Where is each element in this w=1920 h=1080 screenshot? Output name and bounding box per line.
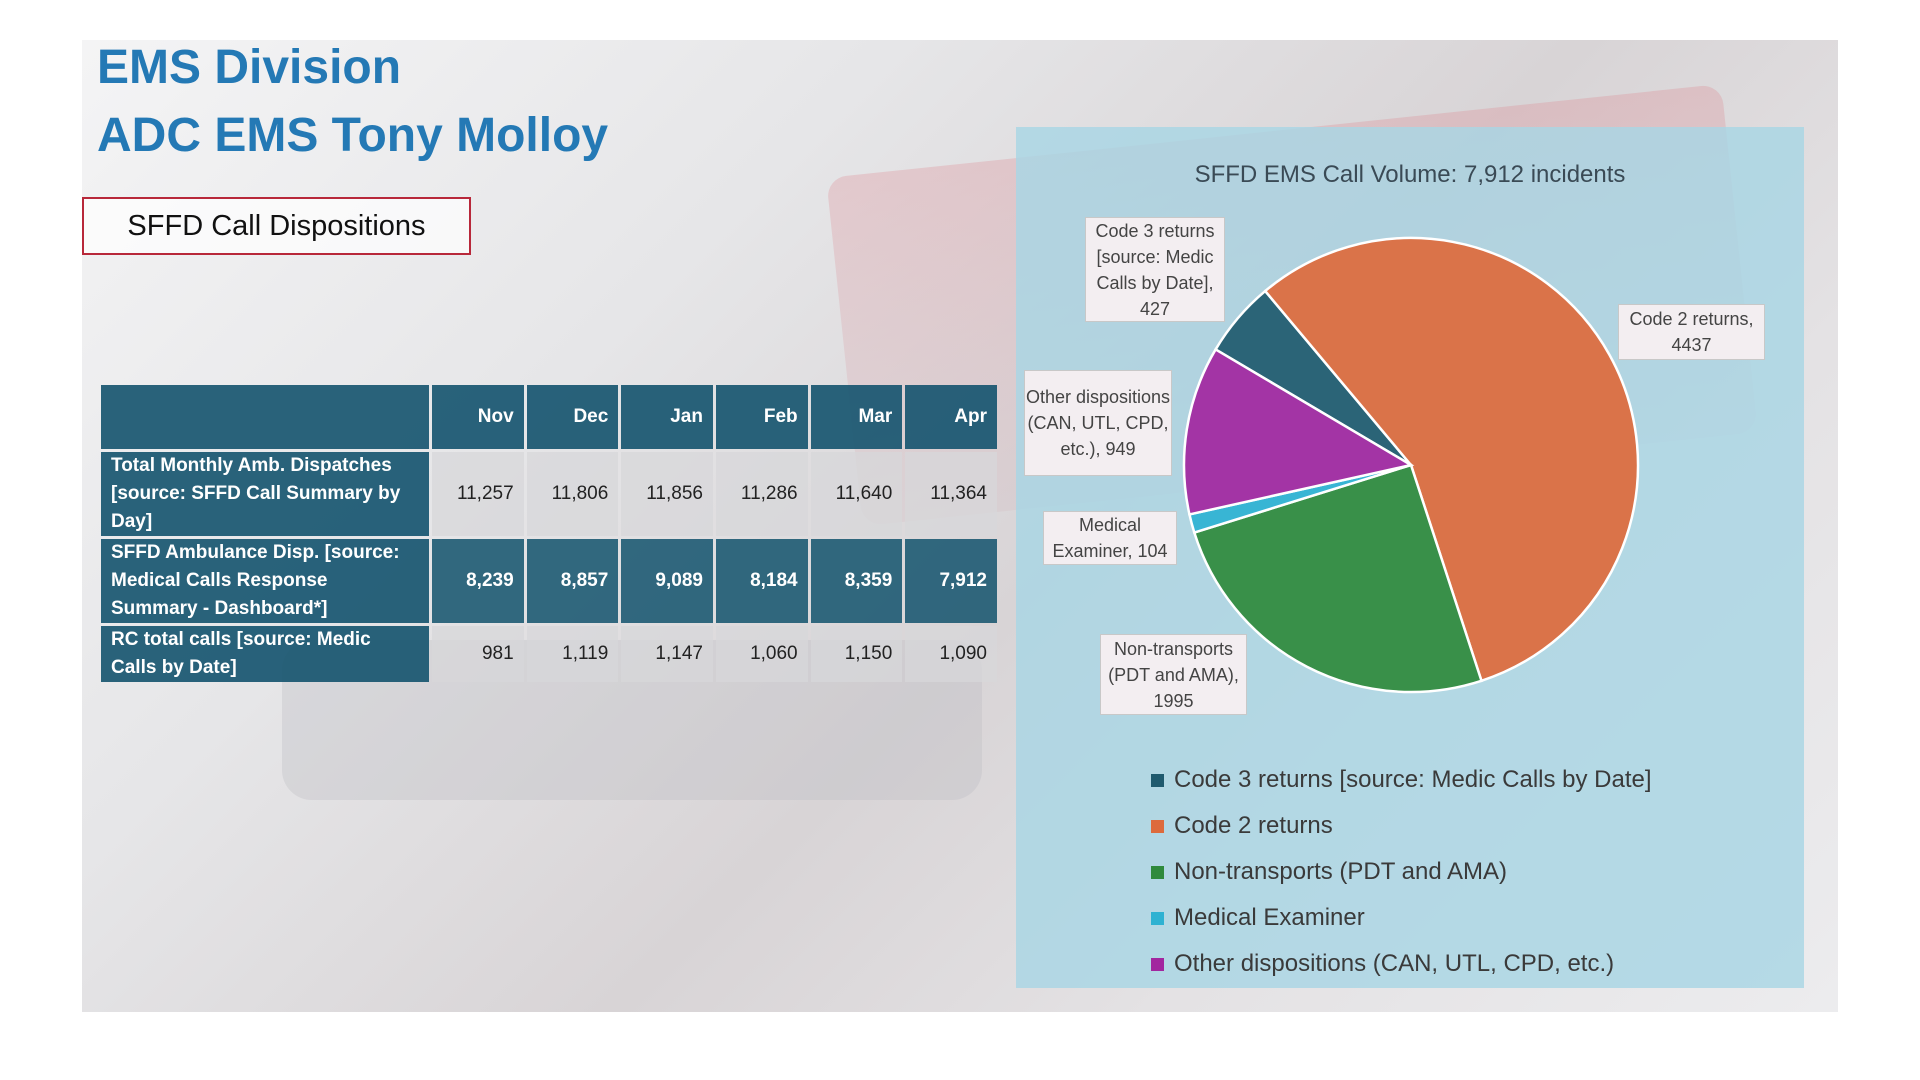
row-label: Total Monthly Amb. Dispatches [source: S… [101, 452, 429, 536]
legend-label: Other dispositions (CAN, UTL, CPD, etc.) [1174, 950, 1615, 977]
legend-swatch [1151, 773, 1164, 787]
table-cell: 11,806 [526, 452, 619, 536]
legend-swatch [1151, 911, 1164, 925]
row-label: SFFD Ambulance Disp. [source: Medical Ca… [101, 539, 429, 623]
data-label-code2: Code 2 returns, 4437 [1618, 304, 1765, 360]
column-header: Apr [905, 385, 997, 449]
column-header [101, 385, 429, 449]
legend-label: Code 3 returns [source: Medic Calls by D… [1174, 766, 1652, 793]
column-header: Nov [432, 385, 524, 449]
row-label: RC total calls [source: Medic Calls by D… [101, 626, 429, 682]
legend-item: Non-transports (PDT and AMA) [1151, 849, 1652, 895]
table-cell: 1,119 [526, 626, 619, 682]
table-cell: 981 [432, 626, 524, 682]
legend-swatch [1151, 819, 1164, 833]
pie-chart [1182, 236, 1640, 694]
data-label-non-transports: Non-transports (PDT and AMA), 1995 [1100, 634, 1247, 715]
table-cell: 1,147 [621, 626, 713, 682]
table-cell: 8,857 [526, 539, 619, 623]
legend-swatch [1151, 957, 1164, 971]
table-row: RC total calls [source: Medic Calls by D… [101, 626, 997, 682]
legend-item: Code 3 returns [source: Medic Calls by D… [1151, 757, 1652, 803]
dispositions-table: Nov Dec Jan Feb Mar Apr Total Monthly Am… [98, 382, 1000, 685]
table-cell: 11,286 [715, 452, 808, 536]
legend-swatch [1151, 865, 1164, 879]
column-header: Mar [810, 385, 903, 449]
pie-slice [1192, 463, 1484, 694]
table-cell: 11,364 [905, 452, 997, 536]
legend-label: Non-transports (PDT and AMA) [1174, 858, 1508, 885]
table-row: SFFD Ambulance Disp. [source: Medical Ca… [101, 539, 997, 623]
legend-item: Code 2 returns [1151, 803, 1652, 849]
page-title: EMS Division [97, 41, 402, 94]
column-header: Feb [715, 385, 808, 449]
section-label: SFFD Call Dispositions [82, 197, 471, 255]
table-cell: 8,359 [810, 539, 903, 623]
legend-label: Code 2 returns [1174, 812, 1333, 839]
table-cell: 11,640 [810, 452, 903, 536]
table-cell: 8,239 [432, 539, 524, 623]
pie-slice [1263, 236, 1640, 683]
chart-legend: Code 3 returns [source: Medic Calls by D… [1151, 757, 1652, 987]
pie-chart-panel: SFFD EMS Call Volume: 7,912 incidents Co… [1016, 127, 1804, 988]
data-label-other: Other dispositions (CAN, UTL, CPD, etc.)… [1024, 370, 1172, 476]
page-subtitle: ADC EMS Tony Molloy [97, 109, 609, 162]
legend-item: Other dispositions (CAN, UTL, CPD, etc.) [1151, 941, 1652, 987]
table-cell: 9,089 [621, 539, 713, 623]
table-cell: 11,856 [621, 452, 713, 536]
data-label-medical-examiner: Medical Examiner, 104 [1043, 511, 1177, 565]
table-cell: 8,184 [715, 539, 808, 623]
table-cell: 1,150 [810, 626, 903, 682]
table-cell: 1,060 [715, 626, 808, 682]
table-cell: 11,257 [432, 452, 524, 536]
table-row: Total Monthly Amb. Dispatches [source: S… [101, 452, 997, 536]
chart-title: SFFD EMS Call Volume: 7,912 incidents [1194, 161, 1626, 188]
pie-slice [1182, 347, 1415, 516]
legend-item: Medical Examiner [1151, 895, 1652, 941]
column-header: Jan [621, 385, 713, 449]
table-cell: 7,912 [905, 539, 997, 623]
table-cell: 1,090 [905, 626, 997, 682]
legend-label: Medical Examiner [1174, 904, 1365, 931]
data-label-code3: Code 3 returns [source: Medic Calls by D… [1085, 217, 1225, 322]
table-header-row: Nov Dec Jan Feb Mar Apr [101, 385, 997, 449]
column-header: Dec [526, 385, 619, 449]
